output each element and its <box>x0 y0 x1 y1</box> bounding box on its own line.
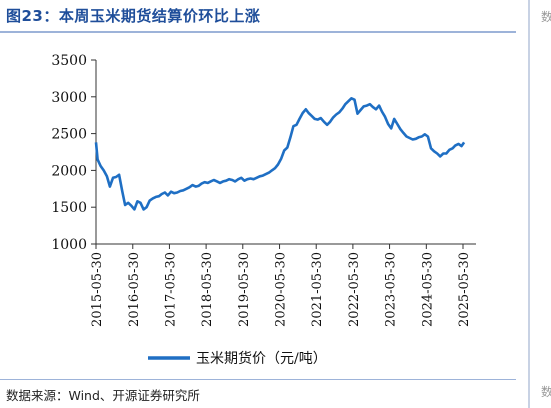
x-axis: 2015-05-30 2016-05-30 2017-05-30 2018-05-30… <box>90 243 476 327</box>
page-edge-rule <box>528 0 530 408</box>
x-tick-label: 2024-05-30 <box>420 252 435 327</box>
title-divider <box>0 31 516 33</box>
line-chart: 1000 1500 2000 2500 3000 3500 2015-05-30 2016-… <box>51 53 476 367</box>
y-tick-label: 3500 <box>51 53 87 69</box>
x-tick-label: 2019-05-30 <box>237 252 252 327</box>
series-layer <box>94 97 466 211</box>
footer-divider <box>0 379 516 380</box>
x-tick-label: 2018-05-30 <box>200 252 215 327</box>
x-tick-label: 2015-05-30 <box>90 252 105 327</box>
x-tick-label: 2025-05-30 <box>457 252 472 327</box>
y-tick-label: 2000 <box>51 163 87 179</box>
figure-title: 图23：本周玉米期货结算价环比上涨 <box>6 7 261 25</box>
source-note: 数据来源：Wind、开源证券研究所 <box>6 388 200 403</box>
legend: 玉米期货价（元/吨） <box>148 350 327 367</box>
y-axis: 1000 1500 2000 2500 3000 3500 <box>51 53 97 253</box>
y-tick-label: 3000 <box>51 90 87 106</box>
series-line <box>94 97 466 211</box>
x-tick-label: 2022-05-30 <box>347 252 362 327</box>
legend-label: 玉米期货价（元/吨） <box>196 350 327 367</box>
x-tick-label: 2016-05-30 <box>127 252 142 327</box>
y-tick-label: 1000 <box>51 237 87 253</box>
adjacent-page-glyph: 数 <box>541 10 551 24</box>
adjacent-page-glyph: 数 <box>541 385 551 399</box>
x-tick-label: 2017-05-30 <box>163 252 178 327</box>
y-tick-label: 1500 <box>51 200 87 216</box>
x-tick-label: 2020-05-30 <box>274 252 289 327</box>
x-tick-label: 2023-05-30 <box>384 252 399 327</box>
y-tick-label: 2500 <box>51 127 87 143</box>
x-tick-label: 2021-05-30 <box>310 252 325 327</box>
